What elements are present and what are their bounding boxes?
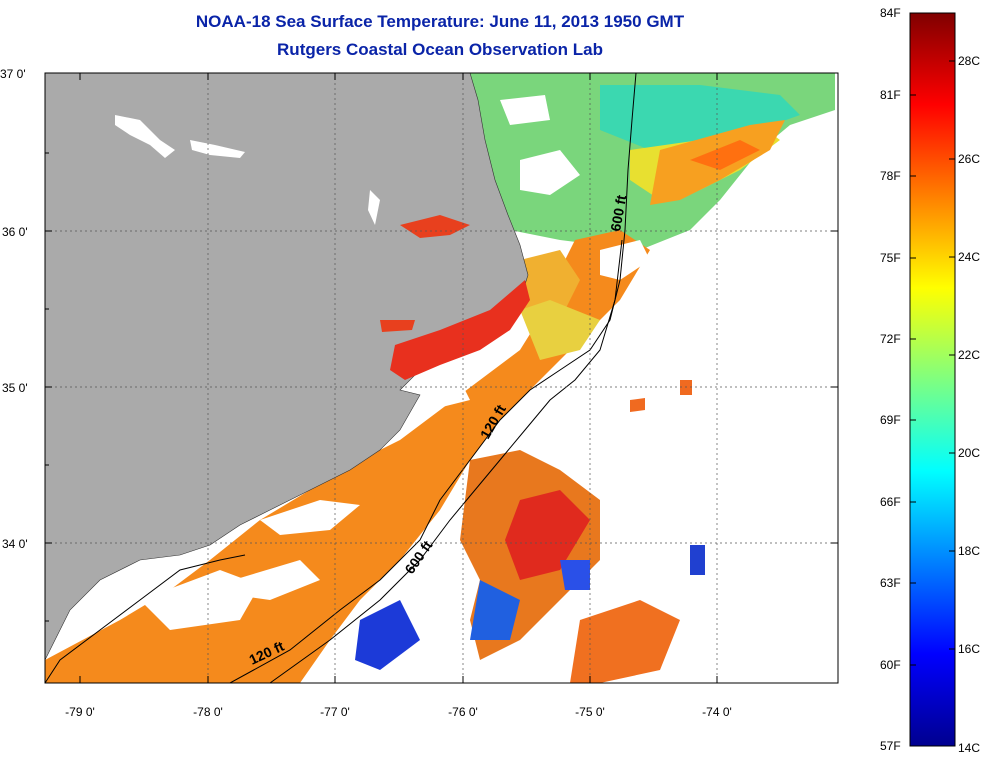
lon-label-76: -76 0' — [448, 705, 478, 719]
colorbar-c-24: 24C — [958, 250, 980, 264]
small-cool-spot — [690, 545, 705, 575]
colorbar-c-22: 22C — [958, 348, 980, 362]
colorbar-f-72: 72F — [880, 332, 901, 346]
lat-label-35: 35 0' — [2, 381, 28, 395]
cloud-4 — [410, 380, 470, 410]
cloud-5 — [600, 240, 650, 280]
map-frame — [44, 72, 839, 684]
slope-cool-patch — [355, 600, 420, 670]
inland-lake-1 — [115, 115, 175, 158]
colorbar-c-20: 20C — [958, 446, 980, 460]
colorbar-f-75: 75F — [880, 251, 901, 265]
colorbar-c-16: 16C — [958, 642, 980, 656]
offshore-warm-eddy — [505, 490, 590, 580]
gulf-stream-core — [690, 140, 760, 170]
colorbar-f-57: 57F — [880, 739, 901, 753]
cloud-7 — [500, 95, 550, 125]
lon-label-78: -78 0' — [193, 705, 223, 719]
shelf-water — [45, 230, 650, 683]
colorbar-f-69: 69F — [880, 413, 901, 427]
lon-label-79: -79 0' — [65, 705, 95, 719]
map-ticks — [45, 73, 838, 683]
small-warm-spot — [630, 398, 645, 412]
colorbar-f-63: 63F — [880, 576, 901, 590]
lat-label-36: 36 0' — [2, 225, 28, 239]
map-subtitle: Rutgers Coastal Ocean Observation Lab — [277, 40, 603, 59]
colorbar-c-14: 14C — [958, 741, 980, 755]
land-mass — [45, 73, 529, 661]
colorbar-c-26: 26C — [958, 152, 980, 166]
inland-lake-2 — [190, 140, 245, 158]
colorbar-f-78: 78F — [880, 169, 901, 183]
colorbar — [909, 12, 956, 747]
coast-contour — [45, 554, 246, 683]
contour-600ft — [269, 239, 623, 683]
colorbar-f-84: 84F — [880, 6, 901, 20]
lon-label-74: -74 0' — [702, 705, 732, 719]
cloud-3 — [200, 560, 320, 600]
map-panel: 600 ft 120 ft 600 ft 120 ft — [45, 73, 838, 683]
southeast-patch — [570, 600, 680, 683]
contour-120ft — [229, 73, 637, 683]
offshore-cool-patch-2 — [560, 560, 590, 590]
river-estuary — [380, 320, 415, 332]
lon-label-77: -77 0' — [320, 705, 350, 719]
albemarle-sound — [400, 215, 470, 238]
colorbar-ticks — [910, 12, 955, 666]
small-warm-spot-2 — [680, 380, 692, 395]
north-cool-patch — [600, 85, 800, 150]
offshore-cool-patch — [470, 580, 520, 640]
lat-label-37: 37 0' — [0, 67, 26, 81]
shelf-yellow-patch-2 — [520, 300, 600, 360]
colorbar-c-28: 28C — [958, 54, 980, 68]
contour-label-600-north: 600 ft — [607, 193, 629, 232]
lat-label-34: 34 0' — [2, 537, 28, 551]
cloud-6 — [520, 150, 580, 195]
lon-label-75: -75 0' — [575, 705, 605, 719]
colorbar-f-66: 66F — [880, 495, 901, 509]
inland-lake-3 — [368, 190, 380, 225]
map-title: NOAA-18 Sea Surface Temperature: June 11… — [195, 12, 685, 31]
colorbar-f-60: 60F — [880, 658, 901, 672]
pamlico-sound — [390, 280, 530, 380]
colorbar-f-81: 81F — [880, 88, 901, 102]
colorbar-c-18: 18C — [958, 544, 980, 558]
